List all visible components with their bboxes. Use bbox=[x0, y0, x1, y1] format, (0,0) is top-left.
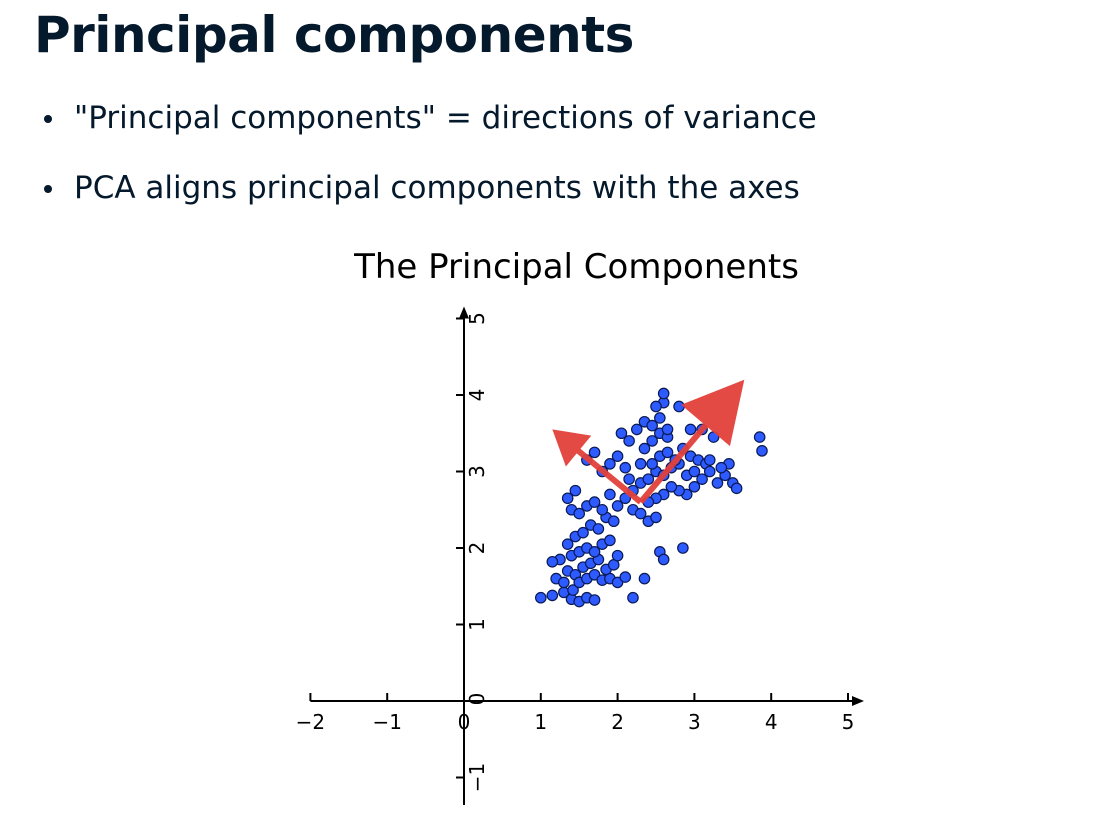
x-tick-label: 5 bbox=[842, 710, 855, 734]
data-point bbox=[634, 507, 647, 520]
data-point bbox=[688, 480, 701, 493]
data-point bbox=[638, 572, 651, 585]
data-point bbox=[684, 423, 697, 436]
data-point bbox=[604, 458, 616, 470]
data-point bbox=[604, 534, 616, 547]
data-point bbox=[661, 446, 674, 459]
data-point bbox=[642, 473, 655, 485]
x-tick-label: −1 bbox=[372, 710, 401, 734]
data-point bbox=[654, 412, 666, 424]
data-point bbox=[673, 400, 685, 413]
data-point bbox=[715, 461, 728, 474]
y-tick-label: 3 bbox=[465, 465, 489, 478]
bullet-item: PCA aligns principal components with the… bbox=[40, 168, 817, 208]
data-point bbox=[657, 387, 670, 400]
principal-component-arrow bbox=[638, 379, 745, 505]
x-tick-label: 1 bbox=[534, 710, 547, 734]
data-point bbox=[619, 571, 632, 583]
data-point bbox=[646, 419, 658, 432]
x-tick-label: 0 bbox=[458, 710, 471, 734]
data-point bbox=[646, 435, 658, 447]
data-point bbox=[630, 423, 643, 436]
data-point bbox=[619, 461, 632, 474]
data-point bbox=[546, 555, 559, 568]
data-point bbox=[638, 442, 651, 455]
y-tick-label: 5 bbox=[465, 312, 489, 325]
bullet-list: "Principal components" = directions of v… bbox=[40, 98, 817, 238]
data-point bbox=[604, 488, 616, 501]
data-point bbox=[703, 465, 716, 478]
data-point bbox=[561, 538, 574, 550]
y-axis-arrowhead bbox=[459, 306, 469, 319]
data-point bbox=[577, 526, 589, 539]
y-tick-label: −1 bbox=[465, 763, 489, 792]
data-point bbox=[711, 477, 724, 489]
data-point bbox=[677, 542, 689, 554]
data-point bbox=[596, 503, 609, 516]
data-point bbox=[607, 515, 620, 528]
data-point bbox=[688, 465, 701, 478]
y-tick-label: 4 bbox=[465, 389, 489, 402]
x-tick-label: 2 bbox=[611, 710, 624, 734]
data-point bbox=[588, 496, 601, 508]
data-point bbox=[756, 445, 768, 457]
data-point bbox=[650, 511, 662, 524]
data-point bbox=[646, 458, 658, 470]
data-point bbox=[650, 400, 662, 413]
data-point bbox=[615, 427, 628, 440]
x-axis-arrowhead bbox=[852, 696, 864, 706]
data-point bbox=[623, 435, 635, 447]
data-point bbox=[657, 553, 670, 566]
chart-title: The Principal Components bbox=[354, 247, 799, 287]
data-point bbox=[627, 591, 639, 604]
bullet-item: "Principal components" = directions of v… bbox=[40, 98, 817, 138]
data-point bbox=[569, 484, 582, 497]
data-point bbox=[611, 500, 624, 512]
x-tick-label: 3 bbox=[688, 710, 701, 734]
data-point bbox=[661, 423, 674, 436]
data-point bbox=[611, 549, 624, 562]
data-point bbox=[623, 473, 635, 485]
data-point bbox=[534, 591, 547, 604]
x-tick-label: 4 bbox=[765, 710, 778, 734]
y-tick-label: 0 bbox=[465, 693, 489, 706]
slide-title: Principal components bbox=[34, 6, 634, 64]
data-point bbox=[561, 492, 574, 505]
data-point bbox=[567, 584, 579, 596]
y-tick-label: 1 bbox=[465, 618, 489, 631]
data-point bbox=[696, 473, 708, 485]
data-point bbox=[753, 431, 766, 443]
data-point bbox=[703, 454, 716, 466]
data-point bbox=[588, 546, 601, 558]
principal-component-arrow bbox=[552, 429, 643, 505]
data-point bbox=[730, 482, 743, 495]
data-point bbox=[611, 450, 624, 462]
data-point bbox=[573, 507, 585, 520]
data-point bbox=[665, 480, 678, 493]
data-point bbox=[546, 589, 559, 602]
data-point bbox=[634, 458, 647, 470]
data-point bbox=[588, 446, 601, 459]
data-point bbox=[588, 594, 601, 606]
y-tick-label: 2 bbox=[465, 542, 489, 555]
data-point bbox=[558, 576, 570, 589]
data-point bbox=[592, 523, 605, 535]
x-tick-label: −2 bbox=[296, 710, 325, 734]
